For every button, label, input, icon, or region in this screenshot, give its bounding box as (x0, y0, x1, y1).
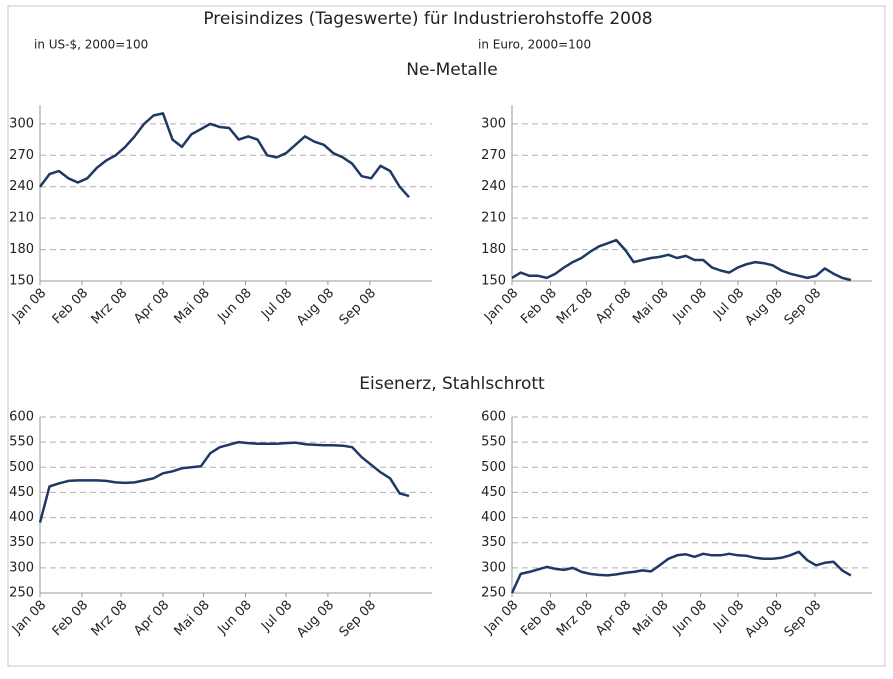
y-tick-label: 350 (9, 535, 34, 550)
y-tick-label: 180 (9, 242, 34, 257)
y-tick-label: 300 (481, 116, 506, 131)
y-tick-label: 240 (9, 179, 34, 194)
y-tick-label: 550 (9, 435, 34, 450)
y-tick-label: 210 (481, 211, 506, 226)
y-tick-label: 180 (481, 242, 506, 257)
y-tick-label: 250 (9, 586, 34, 601)
y-tick-label: 450 (481, 485, 506, 500)
y-tick-label: 300 (9, 116, 34, 131)
y-tick-label: 150 (9, 274, 34, 289)
y-tick-label: 350 (481, 535, 506, 550)
line-series (511, 238, 852, 282)
y-tick-label: 400 (9, 510, 34, 525)
line-series (510, 550, 852, 594)
y-tick-label: 210 (9, 211, 34, 226)
section-title: Eisenerz, Stahlschrott (359, 374, 545, 394)
y-tick-label: 300 (9, 560, 34, 575)
y-tick-label: 550 (481, 435, 506, 450)
y-tick-label: 150 (481, 274, 506, 289)
y-tick-label: 250 (481, 586, 506, 601)
y-tick-label: 240 (481, 179, 506, 194)
subtitle: in US-$, 2000=100 (34, 38, 148, 52)
subtitle: in Euro, 2000=100 (478, 38, 591, 52)
y-tick-label: 450 (9, 485, 34, 500)
y-tick-label: 600 (481, 410, 506, 425)
y-tick-label: 500 (481, 460, 506, 475)
chart-title: Preisindizes (Tageswerte) für Industrier… (203, 9, 652, 29)
y-tick-label: 300 (481, 560, 506, 575)
y-tick-label: 500 (9, 460, 34, 475)
y-tick-label: 600 (9, 410, 34, 425)
section-title: Ne-Metalle (406, 60, 497, 80)
frame (7, 5, 886, 667)
line-series (38, 440, 410, 523)
y-tick-label: 400 (481, 510, 506, 525)
y-tick-label: 270 (9, 148, 34, 163)
line-series (39, 112, 410, 199)
y-tick-label: 270 (481, 148, 506, 163)
